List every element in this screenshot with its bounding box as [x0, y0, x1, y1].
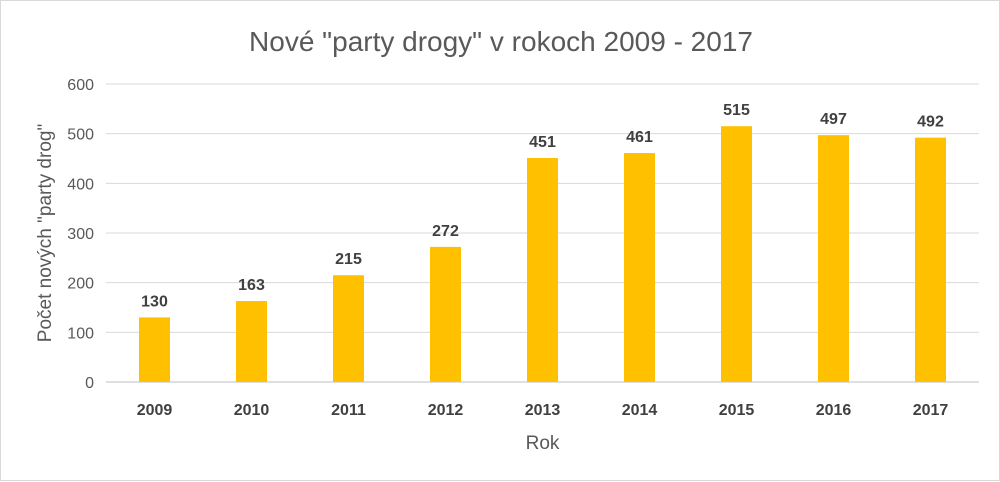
y-tick-label: 500: [67, 127, 94, 144]
bar-2013: [527, 158, 558, 382]
bar-2012: [430, 246, 461, 382]
x-tick-label-2012: 2012: [428, 402, 464, 419]
bar-2009: [139, 317, 170, 382]
bar-2016: [818, 135, 849, 382]
y-tick-label: 100: [67, 325, 94, 342]
chart-title: Nové "party drogy" v rokoch 2009 - 2017: [249, 26, 753, 57]
x-tick-label-2017: 2017: [913, 402, 949, 419]
data-label-2012: 272: [432, 223, 459, 240]
x-tick-label-2014: 2014: [622, 402, 658, 419]
x-tick-label-2016: 2016: [816, 402, 852, 419]
y-axis-ticks: 0 100 200 300 400 500 600: [67, 77, 94, 392]
data-label-2013: 451: [529, 134, 556, 151]
bar-2015: [721, 126, 752, 382]
x-axis-ticks: 2009 2010 2011 2012 2013 2014 2015 2016 2017: [137, 402, 949, 419]
x-tick-label-2009: 2009: [137, 402, 173, 419]
bars: [139, 126, 946, 382]
bar-2017: [915, 137, 946, 382]
data-label-2011: 215: [335, 251, 362, 268]
data-label-2009: 130: [141, 293, 168, 310]
bar-2011: [333, 275, 364, 382]
y-axis-title: Počet nových "party drog": [35, 124, 56, 342]
y-tick-label: 300: [67, 226, 94, 243]
x-tick-label-2011: 2011: [331, 402, 366, 419]
bar-2014: [624, 153, 655, 382]
data-labels: 130 163 215 272 451 461 515 497 492: [141, 102, 944, 310]
data-label-2014: 461: [626, 129, 653, 146]
y-tick-label: 600: [67, 77, 94, 94]
x-tick-label-2013: 2013: [525, 402, 561, 419]
data-label-2016: 497: [820, 111, 847, 128]
x-axis-title: Rok: [526, 433, 560, 454]
y-tick-label: 0: [85, 375, 94, 392]
data-label-2017: 492: [917, 114, 944, 131]
y-tick-label: 200: [67, 276, 94, 293]
data-label-2010: 163: [238, 277, 265, 294]
x-tick-label-2015: 2015: [719, 402, 755, 419]
x-tick-label-2010: 2010: [234, 402, 270, 419]
data-label-2015: 515: [723, 102, 750, 119]
bar-2010: [236, 301, 267, 382]
y-tick-label: 400: [67, 176, 94, 193]
